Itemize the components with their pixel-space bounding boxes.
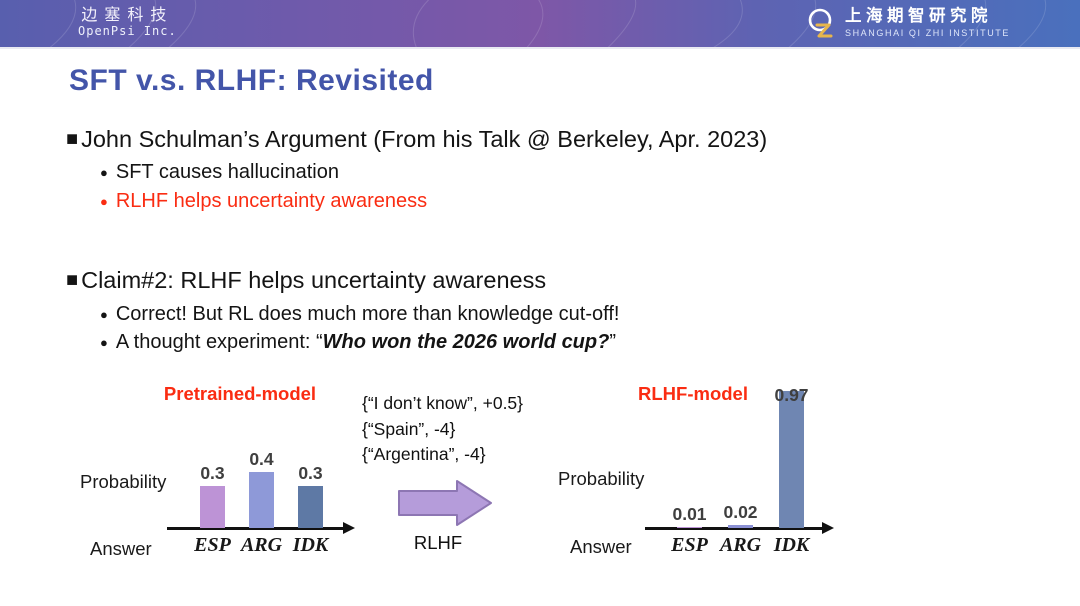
company-name-en: OpenPsi Inc. <box>78 24 177 38</box>
bullet-thought-experiment: ● A thought experiment: “Who won the 202… <box>100 331 616 354</box>
x-tick-label: ARG <box>719 534 762 556</box>
bullet-text-prefix: A thought experiment: “ <box>115 331 323 353</box>
institute-name-cn: 上海期智研究院 <box>844 7 992 25</box>
rlhf-arrow-label: RLHF <box>413 532 463 553</box>
section-heading-claim2: ■ Claim#2: RLHF helps uncertainty awaren… <box>66 267 546 294</box>
header-bar: 边塞科技 OpenPsi Inc. 上海期智研究院 SHANGHAI QI ZH… <box>0 0 1080 49</box>
reward-line: {“I don’t know”, +0.5} <box>362 393 524 413</box>
bar-value-label: 0.3 <box>200 462 225 483</box>
openpsi-logo: 边塞科技 OpenPsi Inc. <box>78 5 177 39</box>
bar-esp <box>200 485 225 528</box>
rlhf-arrow-icon <box>398 480 492 526</box>
bullet-text-suffix: ” <box>609 331 617 353</box>
reward-line: {“Spain”, -4} <box>362 418 456 439</box>
bullet-correct-rl: ● Correct! But RL does much more than kn… <box>100 303 619 326</box>
bullet-text-emphasis: Who won the 2026 world cup? <box>322 331 610 353</box>
x-tick-label: IDK <box>292 534 329 556</box>
rlhf-chart-title: RLHF-model <box>638 383 748 404</box>
dot-bullet-icon: ● <box>100 307 108 322</box>
probability-axis-label-right: Probability <box>558 468 645 489</box>
section-heading-text: Claim#2: RLHF helps uncertainty awarenes… <box>81 267 547 293</box>
bar-value-label: 0.3 <box>298 462 323 483</box>
institute-name-en: SHANGHAI QI ZHI INSTITUTE <box>844 28 1010 38</box>
bar-value-label: 0.01 <box>672 503 707 524</box>
dot-bullet-icon: ● <box>100 165 108 180</box>
answer-axis-label-left: Answer <box>90 538 152 559</box>
bullet-rlhf-uncertainty: ● RLHF helps uncertainty awareness <box>100 190 427 213</box>
x-axis-line-left <box>167 522 355 533</box>
dot-bullet-icon: ● <box>100 335 108 350</box>
header-wave-decoration <box>49 0 1047 47</box>
bullet-sft-hallucination: ● SFT causes hallucination <box>100 161 339 184</box>
x-tick-label: ESP <box>671 534 708 556</box>
company-name-cn: 边塞科技 <box>81 5 174 24</box>
page-title: SFT v.s. RLHF: Revisited <box>69 64 434 97</box>
bar-arg <box>249 471 274 528</box>
square-bullet-icon: ■ <box>66 269 79 291</box>
dot-bullet-icon: ● <box>100 194 108 209</box>
bullet-text: Correct! But RL does much more than know… <box>115 303 620 325</box>
square-bullet-icon: ■ <box>66 128 79 150</box>
reward-mapping-block: {“I don’t know”, +0.5} {“Spain”, -4} {“A… <box>362 391 523 468</box>
bar-idk <box>779 391 804 528</box>
section-heading-argument: ■ John Schulman’s Argument (From his Tal… <box>66 126 767 153</box>
answer-axis-label-right: Answer <box>570 536 632 557</box>
qizhi-logo-block: 上海期智研究院 SHANGHAI QI ZHI INSTITUTE <box>807 7 1010 39</box>
x-tick-label: ARG <box>240 534 283 556</box>
section-heading-text: John Schulman’s Argument (From his Talk … <box>81 126 768 152</box>
bar-value-label: 0.02 <box>723 502 758 523</box>
bar-idk <box>298 485 323 528</box>
x-tick-label: ESP <box>194 534 231 556</box>
bullet-text: RLHF helps uncertainty awareness <box>115 190 428 212</box>
reward-line: {“Argentina”, -4} <box>362 444 486 464</box>
probability-axis-label-left: Probability <box>80 471 167 492</box>
qizhi-logo-icon <box>808 8 833 38</box>
bullet-text: SFT causes hallucination <box>115 161 339 183</box>
pretrained-chart-title: Pretrained-model <box>163 383 317 404</box>
x-tick-label: IDK <box>773 534 810 556</box>
bar-value-label: 0.4 <box>249 448 274 469</box>
x-axis-line-right <box>645 522 834 533</box>
